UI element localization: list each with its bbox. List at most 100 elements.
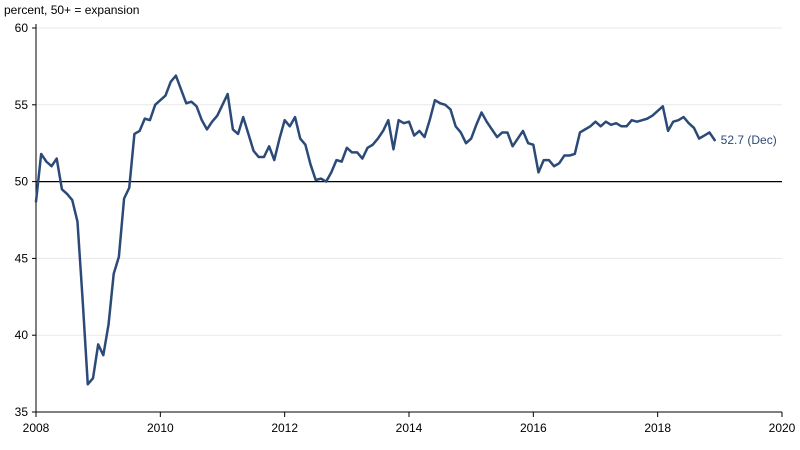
data-point xyxy=(677,119,679,121)
data-point xyxy=(56,157,58,159)
data-point xyxy=(553,165,555,167)
x-tick-label: 2012 xyxy=(271,421,298,435)
data-point xyxy=(413,134,415,136)
y-tick-label: 35 xyxy=(15,405,29,419)
y-tick-label: 60 xyxy=(15,21,29,35)
data-point xyxy=(211,120,213,122)
data-point xyxy=(662,105,664,107)
data-point xyxy=(548,159,550,161)
data-point xyxy=(449,108,451,110)
y-tick-label: 50 xyxy=(15,175,29,189)
data-point xyxy=(294,116,296,118)
data-point xyxy=(713,139,715,141)
x-tick-label: 2014 xyxy=(396,421,423,435)
data-point xyxy=(118,256,120,258)
y-axis-unit-label: percent, 50+ = expansion xyxy=(4,3,139,17)
series-group xyxy=(34,74,716,386)
data-point xyxy=(527,142,529,144)
data-point xyxy=(392,148,394,150)
data-point xyxy=(641,119,643,121)
data-point xyxy=(460,131,462,133)
data-point xyxy=(563,154,565,156)
y-tick-label: 55 xyxy=(15,98,29,112)
data-point xyxy=(594,120,596,122)
data-point xyxy=(164,94,166,96)
data-point xyxy=(144,117,146,119)
data-point xyxy=(579,131,581,133)
x-tick-label: 2008 xyxy=(23,421,50,435)
data-point xyxy=(491,128,493,130)
data-point xyxy=(522,130,524,132)
y-tick-label: 40 xyxy=(15,328,29,342)
data-point xyxy=(87,383,89,385)
data-point xyxy=(475,124,477,126)
data-point xyxy=(180,88,182,90)
data-point xyxy=(511,145,513,147)
data-point xyxy=(71,199,73,201)
data-point xyxy=(97,343,99,345)
data-point xyxy=(320,177,322,179)
data-point xyxy=(423,136,425,138)
data-point xyxy=(40,153,42,155)
data-point xyxy=(537,171,539,173)
data-point xyxy=(372,144,374,146)
data-point xyxy=(574,153,576,155)
data-point xyxy=(299,137,301,139)
x-tick-label: 2020 xyxy=(769,421,796,435)
data-point xyxy=(599,125,601,127)
axes: 35 40 45 50 55 60 2008 2010 2012 2014 2016 2018 2020 xyxy=(15,21,796,435)
data-point xyxy=(377,137,379,139)
data-point xyxy=(631,119,633,121)
data-point xyxy=(340,160,342,162)
data-point xyxy=(454,125,456,127)
data-point xyxy=(434,99,436,101)
data-point xyxy=(615,122,617,124)
data-point xyxy=(330,171,332,173)
data-point xyxy=(584,128,586,130)
data-point xyxy=(35,200,37,202)
data-point xyxy=(216,114,218,116)
data-point xyxy=(133,133,135,135)
data-point xyxy=(289,125,291,127)
data-point xyxy=(480,111,482,113)
data-point xyxy=(486,120,488,122)
data-point xyxy=(444,104,446,106)
data-point xyxy=(185,102,187,104)
data-point xyxy=(605,120,607,122)
data-point xyxy=(273,159,275,161)
data-point xyxy=(258,156,260,158)
data-point xyxy=(232,128,234,130)
x-tick-label: 2018 xyxy=(644,421,671,435)
data-point xyxy=(403,122,405,124)
data-point xyxy=(532,144,534,146)
data-point xyxy=(190,101,192,103)
gridlines xyxy=(36,27,782,413)
data-point xyxy=(175,74,177,76)
data-point xyxy=(517,137,519,139)
data-point xyxy=(656,110,658,112)
data-point xyxy=(247,133,249,135)
data-point xyxy=(366,147,368,149)
data-point xyxy=(50,165,52,167)
data-point xyxy=(470,137,472,139)
x-tick-label: 2010 xyxy=(147,421,174,435)
data-point xyxy=(351,151,353,153)
data-point xyxy=(646,117,648,119)
data-point xyxy=(346,147,348,149)
data-point xyxy=(543,159,545,161)
data-point xyxy=(107,323,109,325)
data-point xyxy=(66,193,68,195)
data-point xyxy=(154,104,156,106)
data-point xyxy=(268,145,270,147)
data-point xyxy=(309,164,311,166)
data-point xyxy=(159,99,161,101)
data-point xyxy=(589,125,591,127)
data-point xyxy=(81,299,83,301)
data-point xyxy=(252,150,254,152)
data-point xyxy=(698,137,700,139)
data-point xyxy=(45,160,47,162)
data-point xyxy=(418,130,420,132)
data-point xyxy=(688,122,690,124)
data-point xyxy=(429,119,431,121)
